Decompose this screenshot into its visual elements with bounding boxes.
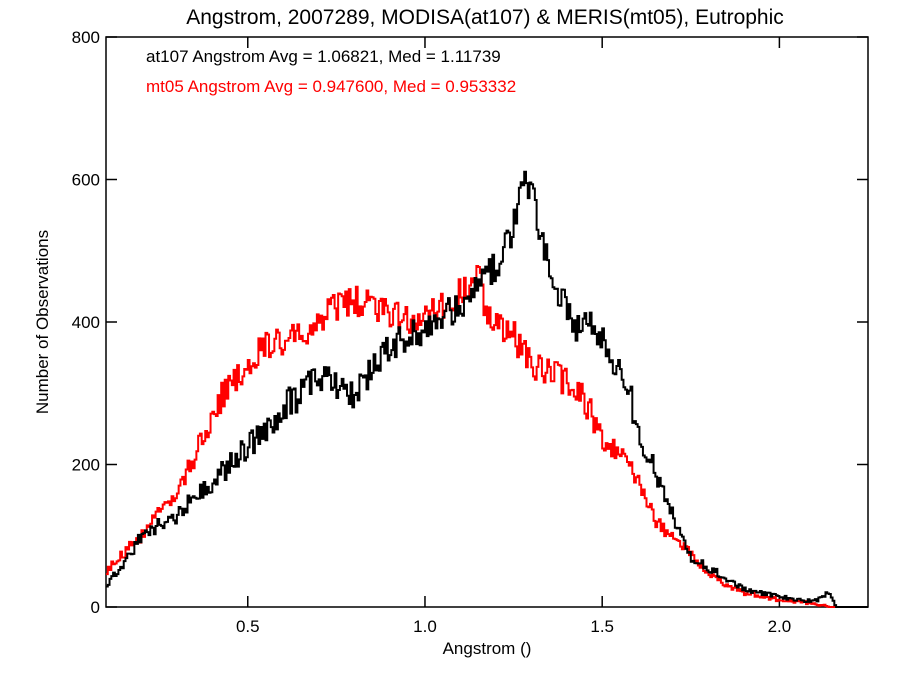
series-mt05-line [106, 265, 868, 608]
x-axis-label: Angstrom () [443, 639, 532, 658]
y-tick-label: 400 [72, 313, 100, 332]
chart-title: Angstrom, 2007289, MODISA(at107) & MERIS… [186, 6, 784, 29]
y-tick-label: 600 [72, 171, 100, 190]
y-tick-label: 200 [72, 456, 100, 475]
x-tick-label: 2.0 [768, 617, 792, 636]
axis-ticks: 0.5 1.0 1.5 2.0 0 200 400 600 800 [72, 28, 868, 636]
annotation-mt05: mt05 Angstrom Avg = 0.947600, Med = 0.95… [146, 77, 516, 96]
x-tick-label: 1.5 [590, 617, 614, 636]
y-axis-label: Number of Observations [33, 230, 52, 414]
series-at107-line [106, 170, 868, 608]
y-tick-label: 800 [72, 28, 100, 47]
y-tick-label: 0 [91, 598, 100, 617]
x-tick-label: 1.0 [413, 617, 437, 636]
annotation-at107: at107 Angstrom Avg = 1.06821, Med = 1.11… [146, 47, 501, 66]
series-layer [106, 170, 868, 608]
x-tick-label: 0.5 [236, 617, 260, 636]
